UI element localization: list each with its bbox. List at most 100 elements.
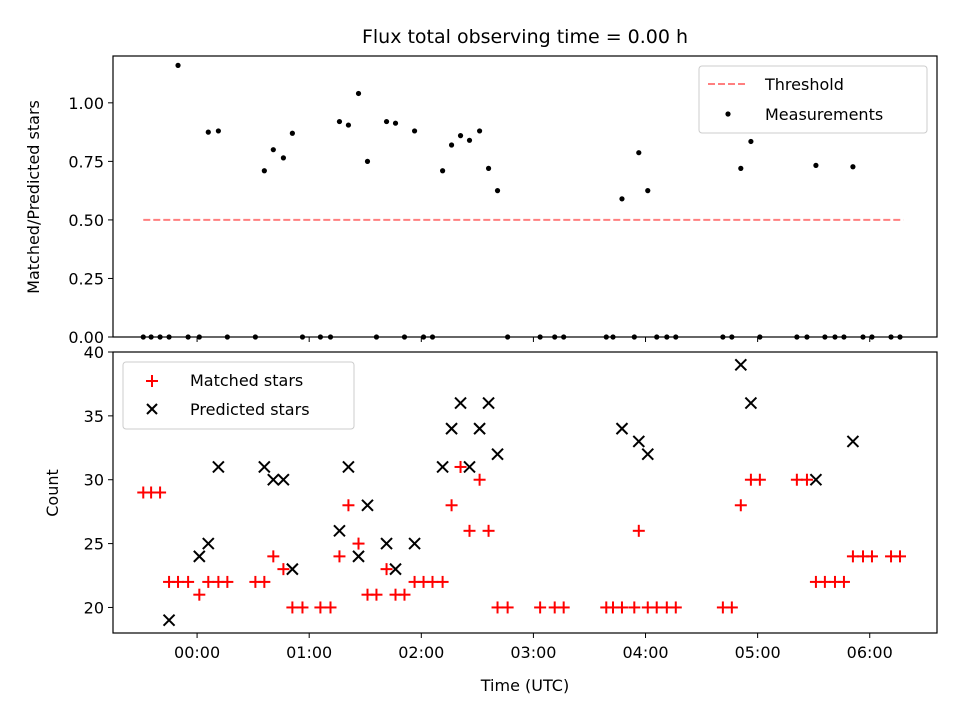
matched-star-point [352, 537, 365, 550]
measurement-point [175, 62, 181, 68]
measurement-point [476, 128, 483, 134]
measurement-point [645, 188, 651, 194]
measurement-point [440, 168, 446, 174]
measurement-point [252, 334, 258, 340]
matched-star-point [615, 601, 628, 614]
matched-star-point [894, 550, 907, 563]
matched-star-point [669, 601, 682, 614]
bottom-legend-box [122, 361, 355, 430]
predicted-star-point [361, 499, 374, 512]
measurement-point [261, 168, 267, 174]
legend-measurements-label: Measurements [765, 105, 883, 124]
measurement-point [392, 120, 399, 126]
top-panel: Matched/Predicted stars 0.00 0.25 0.50 0.75… [24, 55, 938, 347]
measurement-point [664, 334, 670, 340]
matched-star-point [491, 601, 504, 614]
measurement-point [148, 334, 154, 340]
bottom-x-tick-label: 03:00 [510, 643, 556, 662]
top-y-ticks: 0.00 0.25 0.50 0.75 1.00 [68, 94, 113, 347]
measurement-point [280, 155, 287, 161]
matched-star-point [534, 601, 547, 614]
matched-star-point [426, 575, 439, 588]
bottom-y-tick-label: 35 [84, 407, 104, 426]
legend-threshold-label: Threshold [764, 75, 844, 94]
bottom-x-tick-label: 00:00 [174, 643, 220, 662]
bottom-x-tick-label: 05:00 [735, 643, 781, 662]
predicted-star-point [352, 550, 365, 563]
matched-star-point [277, 563, 290, 576]
measurement-point [429, 334, 436, 340]
predicted-star-point [809, 473, 823, 486]
matched-star-point [632, 524, 645, 537]
measurement-point [619, 196, 625, 202]
bottom-plot-frame [112, 351, 938, 634]
matched-star-point [837, 575, 850, 588]
predicted-star-point [380, 537, 393, 550]
top-y-tick-label: 1.00 [68, 94, 104, 113]
measurement-point [636, 150, 642, 156]
measurement-point [897, 334, 903, 340]
top-y-tick-label: 0.25 [68, 269, 104, 288]
predicted-star-point [436, 460, 449, 474]
bottom-x-tick-label: 02:00 [398, 643, 444, 662]
measurement-point [552, 334, 558, 340]
measurement-point [185, 334, 191, 340]
measurement-point [196, 334, 202, 340]
measurement-point [270, 147, 276, 153]
top-ylabel: Matched/Predicted stars [24, 100, 43, 294]
matched-star-point [790, 473, 803, 486]
matched-star-point [725, 601, 738, 614]
matched-star-point [734, 499, 747, 512]
legend-measurements-swatch [725, 111, 731, 117]
predicted-star-point [482, 396, 495, 410]
legend-matched-swatch [146, 375, 158, 387]
predicted-star-point [333, 524, 346, 538]
measurement-point [157, 334, 163, 340]
predicted-star-point [491, 447, 504, 461]
predicted-star-point [734, 358, 748, 371]
matched-star-point [258, 575, 271, 588]
predicted-star-point [342, 460, 355, 474]
matched-star-point [333, 550, 346, 563]
matched-star-point [557, 601, 570, 614]
measurement-point [537, 334, 543, 340]
predicted-star-point [258, 460, 271, 474]
top-plot-frame [112, 55, 938, 338]
measurement-point [738, 165, 744, 171]
matched-star-point [380, 563, 393, 576]
measurement-point [631, 334, 637, 340]
matched-star-point [846, 550, 859, 563]
predicted-star-point [473, 422, 486, 435]
measurement-point [888, 334, 894, 340]
matched-star-point [370, 588, 383, 601]
bottom-ylabel: Count [43, 469, 62, 517]
top-legend: Threshold Measurements [698, 65, 928, 134]
measurement-point [401, 334, 408, 340]
predicted-star-point [632, 435, 645, 448]
measurement-point [804, 334, 810, 340]
legend-predicted-label: Predicted stars [190, 400, 310, 419]
predicted-star-point [277, 473, 290, 486]
measurement-point [822, 334, 828, 340]
measurement-point [448, 142, 455, 148]
matched-stars-points [137, 460, 907, 614]
matched-star-point [398, 588, 411, 601]
predicted-stars-points [162, 358, 860, 627]
predicted-star-point [445, 422, 458, 435]
matched-star-point [473, 473, 486, 486]
measurement-point [140, 334, 146, 340]
measurement-point [166, 334, 172, 340]
measurement-point [813, 162, 819, 168]
bottom-x-tick-label: 04:00 [622, 643, 668, 662]
measurement-point [336, 118, 343, 125]
matched-star-point [865, 550, 878, 563]
measurement-point [654, 334, 660, 340]
legend-matched-label: Matched stars [190, 371, 303, 390]
bottom-x-tick-label: 06:00 [847, 643, 893, 662]
matched-star-point [221, 575, 234, 588]
measurement-point [841, 334, 847, 340]
measurement-point [561, 334, 567, 340]
measurement-point [215, 128, 221, 134]
legend-predicted-swatch [146, 403, 158, 415]
measurement-point [345, 122, 352, 128]
